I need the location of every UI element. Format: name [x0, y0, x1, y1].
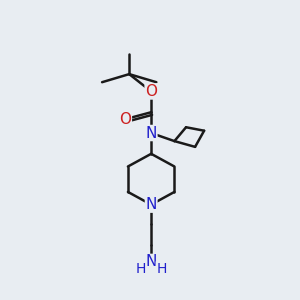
Text: H: H	[136, 262, 146, 276]
Text: N: N	[146, 197, 157, 212]
Text: O: O	[145, 84, 157, 99]
Text: H: H	[156, 262, 167, 276]
Text: N: N	[146, 254, 157, 269]
Text: O: O	[119, 112, 131, 127]
Text: N: N	[146, 125, 157, 140]
